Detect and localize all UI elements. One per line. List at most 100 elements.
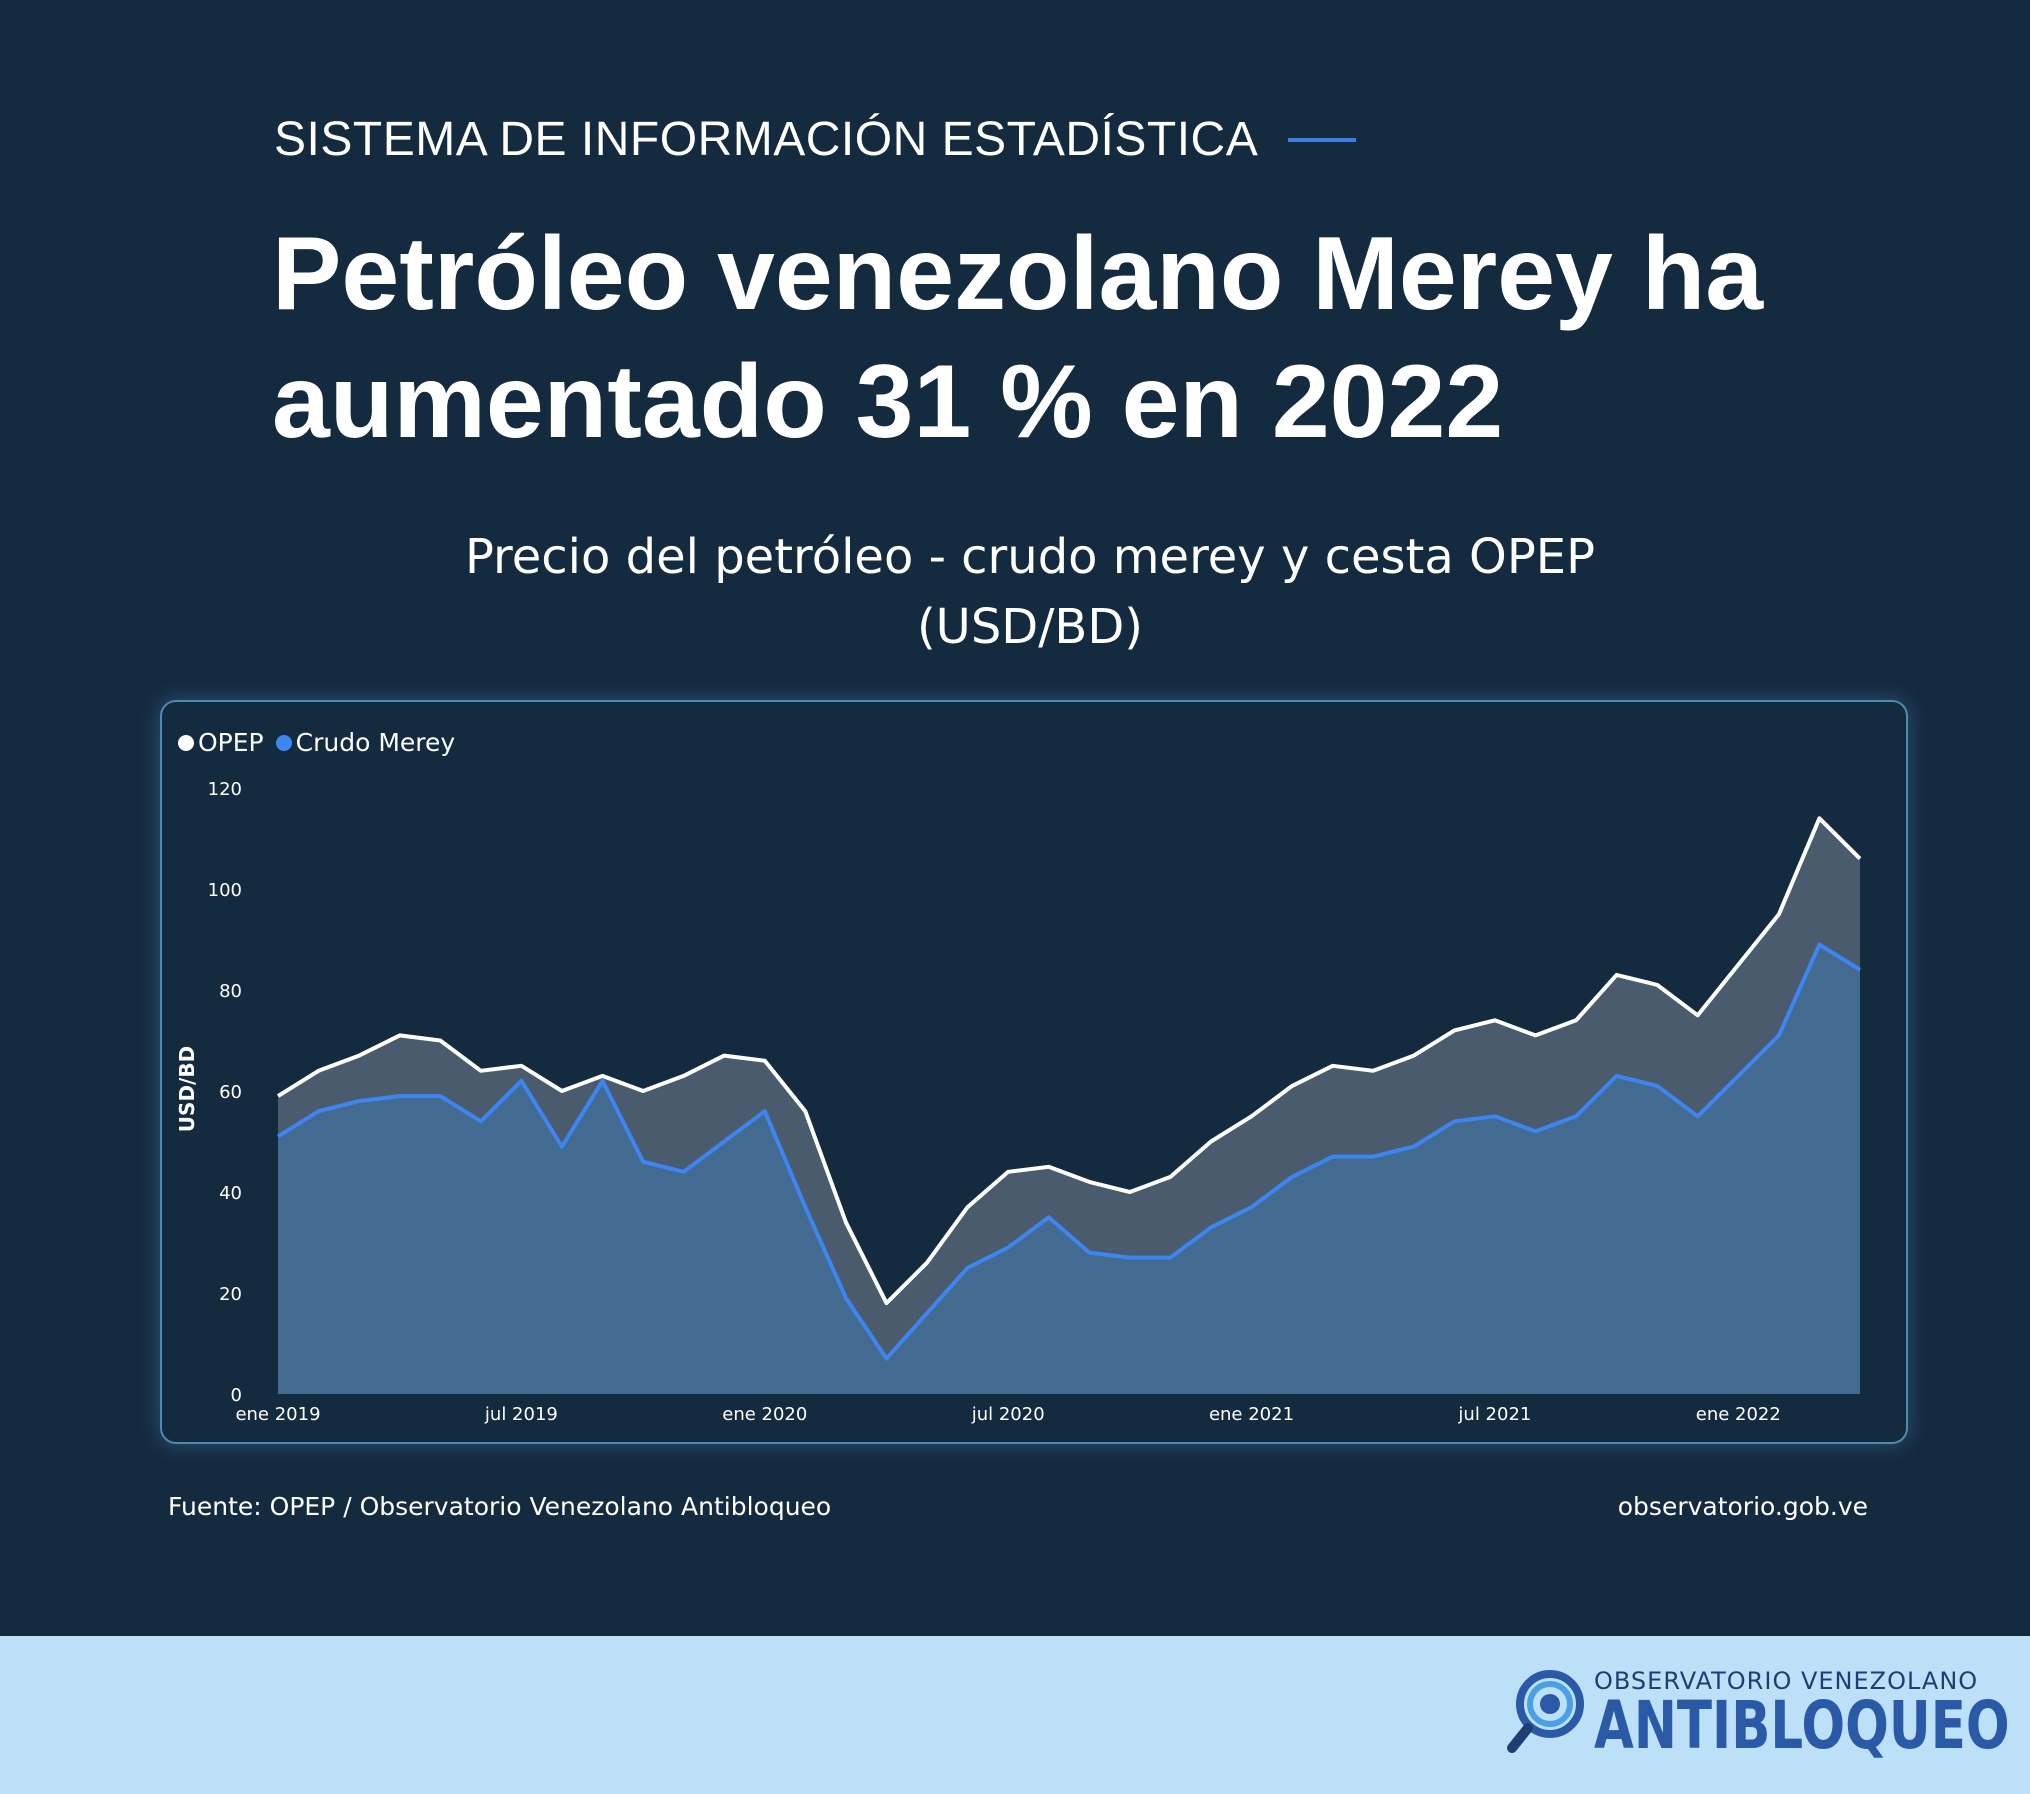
- data-point-opep[interactable]: [1734, 961, 1742, 969]
- data-point-crudo-merey[interactable]: [1166, 1254, 1174, 1262]
- data-point-crudo-merey[interactable]: [355, 1097, 363, 1105]
- data-point-opep[interactable]: [1248, 1112, 1256, 1120]
- line-layer: [274, 814, 1864, 1363]
- data-point-crudo-merey[interactable]: [680, 1168, 688, 1176]
- data-point-opep[interactable]: [1207, 1138, 1215, 1146]
- data-point-crudo-merey[interactable]: [599, 1077, 607, 1085]
- data-point-opep[interactable]: [1572, 1016, 1580, 1024]
- data-point-crudo-merey[interactable]: [761, 1107, 769, 1115]
- data-point-opep[interactable]: [1815, 814, 1823, 822]
- data-point-opep[interactable]: [720, 1052, 728, 1060]
- data-point-opep[interactable]: [1856, 855, 1864, 863]
- data-point-opep[interactable]: [1166, 1173, 1174, 1181]
- data-point-opep[interactable]: [315, 1067, 323, 1075]
- data-point-opep[interactable]: [639, 1087, 647, 1095]
- data-point-opep[interactable]: [1410, 1052, 1418, 1060]
- chart-card: OPEP Crudo Merey 0 20 40 60 80 100 120 ene 201…: [160, 700, 1908, 1444]
- data-point-opep[interactable]: [1775, 910, 1783, 918]
- data-point-crudo-merey[interactable]: [1329, 1153, 1337, 1161]
- data-point-crudo-merey[interactable]: [883, 1355, 891, 1363]
- data-point-crudo-merey[interactable]: [274, 1132, 282, 1140]
- data-point-crudo-merey[interactable]: [842, 1294, 850, 1302]
- data-point-opep[interactable]: [842, 1218, 850, 1226]
- data-point-crudo-merey[interactable]: [1613, 1072, 1621, 1080]
- data-point-crudo-merey[interactable]: [1288, 1173, 1296, 1181]
- data-point-crudo-merey[interactable]: [639, 1158, 647, 1166]
- data-point-crudo-merey[interactable]: [923, 1309, 931, 1317]
- data-point-crudo-merey[interactable]: [1856, 966, 1864, 974]
- data-point-crudo-merey[interactable]: [517, 1077, 525, 1085]
- data-point-crudo-merey[interactable]: [396, 1092, 404, 1100]
- data-point-opep[interactable]: [923, 1259, 931, 1267]
- data-point-crudo-merey[interactable]: [1207, 1223, 1215, 1231]
- data-point-opep[interactable]: [1045, 1163, 1053, 1171]
- series-line-crudo-merey[interactable]: [276, 942, 1862, 1361]
- data-point-opep[interactable]: [1450, 1026, 1458, 1034]
- data-point-opep[interactable]: [761, 1057, 769, 1065]
- data-point-opep[interactable]: [517, 1062, 525, 1070]
- data-point-crudo-merey[interactable]: [1491, 1112, 1499, 1120]
- x-tick-label: jul 2021: [1457, 1404, 1531, 1425]
- area-layer: [278, 818, 1860, 1394]
- data-point-crudo-merey[interactable]: [801, 1203, 809, 1211]
- chart-unit-text: (USD/BD): [916, 599, 1144, 655]
- x-tick-label: ene 2021: [1209, 1404, 1294, 1425]
- data-point-crudo-merey[interactable]: [1815, 941, 1823, 949]
- data-point-opep[interactable]: [1613, 971, 1621, 979]
- chart-title: Precio del petróleo - crudo merey y cest…: [0, 522, 2030, 662]
- data-point-opep[interactable]: [1694, 1011, 1702, 1019]
- data-point-opep[interactable]: [1653, 981, 1661, 989]
- data-point-crudo-merey[interactable]: [315, 1107, 323, 1115]
- data-point-opep[interactable]: [1085, 1178, 1093, 1186]
- data-point-crudo-merey[interactable]: [477, 1117, 485, 1125]
- legend-item-merey[interactable]: Crudo Merey: [275, 728, 455, 757]
- data-point-opep[interactable]: [558, 1087, 566, 1095]
- data-point-crudo-merey[interactable]: [1734, 1072, 1742, 1080]
- data-point-crudo-merey[interactable]: [964, 1264, 972, 1272]
- data-point-opep[interactable]: [1004, 1168, 1012, 1176]
- data-point-crudo-merey[interactable]: [1004, 1244, 1012, 1252]
- data-point-crudo-merey[interactable]: [1450, 1117, 1458, 1125]
- footer-band: OBSERVATORIO VENEZOLANO ANTIBLOQUEO: [0, 1636, 2030, 1794]
- data-point-crudo-merey[interactable]: [720, 1138, 728, 1146]
- data-point-opep[interactable]: [477, 1067, 485, 1075]
- data-point-crudo-merey[interactable]: [1775, 1031, 1783, 1039]
- data-point-crudo-merey[interactable]: [1410, 1143, 1418, 1151]
- series-line-opep[interactable]: [276, 816, 1862, 1306]
- data-point-opep[interactable]: [355, 1052, 363, 1060]
- data-point-opep[interactable]: [801, 1107, 809, 1115]
- data-point-opep[interactable]: [1369, 1067, 1377, 1075]
- chart-title-text: Precio del petróleo - crudo merey y cest…: [464, 529, 1596, 585]
- x-tick-label: jul 2019: [484, 1404, 558, 1425]
- data-point-opep[interactable]: [883, 1299, 891, 1307]
- chart-plot: 0 20 40 60 80 100 120 ene 2019 jul 2019 ene 2020…: [175, 779, 1864, 1425]
- data-point-crudo-merey[interactable]: [1694, 1112, 1702, 1120]
- kicker-text: SISTEMA DE INFORMACIÓN ESTADÍSTICA: [274, 113, 1259, 166]
- website-link[interactable]: observatorio.gob.ve: [1617, 1492, 1868, 1521]
- data-point-opep[interactable]: [680, 1072, 688, 1080]
- data-point-crudo-merey[interactable]: [1653, 1082, 1661, 1090]
- data-point-crudo-merey[interactable]: [1572, 1112, 1580, 1120]
- data-point-opep[interactable]: [1491, 1016, 1499, 1024]
- data-point-crudo-merey[interactable]: [1045, 1213, 1053, 1221]
- x-tick-label: ene 2020: [722, 1404, 807, 1425]
- data-point-opep[interactable]: [1532, 1031, 1540, 1039]
- data-point-crudo-merey[interactable]: [558, 1143, 566, 1151]
- data-point-crudo-merey[interactable]: [1248, 1203, 1256, 1211]
- data-point-opep[interactable]: [1329, 1062, 1337, 1070]
- data-point-crudo-merey[interactable]: [1369, 1153, 1377, 1161]
- data-point-opep[interactable]: [274, 1092, 282, 1100]
- data-point-opep[interactable]: [1126, 1188, 1134, 1196]
- data-point-opep[interactable]: [964, 1203, 972, 1211]
- data-point-crudo-merey[interactable]: [1126, 1254, 1134, 1262]
- data-point-opep[interactable]: [396, 1031, 404, 1039]
- magnifier-icon: [1507, 1670, 1584, 1753]
- data-point-opep[interactable]: [1288, 1082, 1296, 1090]
- y-tick-label: 0: [231, 1385, 242, 1406]
- x-axis-ticks: ene 2019 jul 2019 ene 2020 jul 2020 ene 2021…: [235, 1404, 1780, 1425]
- data-point-crudo-merey[interactable]: [436, 1092, 444, 1100]
- data-point-opep[interactable]: [436, 1037, 444, 1045]
- legend-item-opep[interactable]: OPEP: [178, 728, 264, 757]
- data-point-crudo-merey[interactable]: [1532, 1127, 1540, 1135]
- data-point-crudo-merey[interactable]: [1085, 1249, 1093, 1257]
